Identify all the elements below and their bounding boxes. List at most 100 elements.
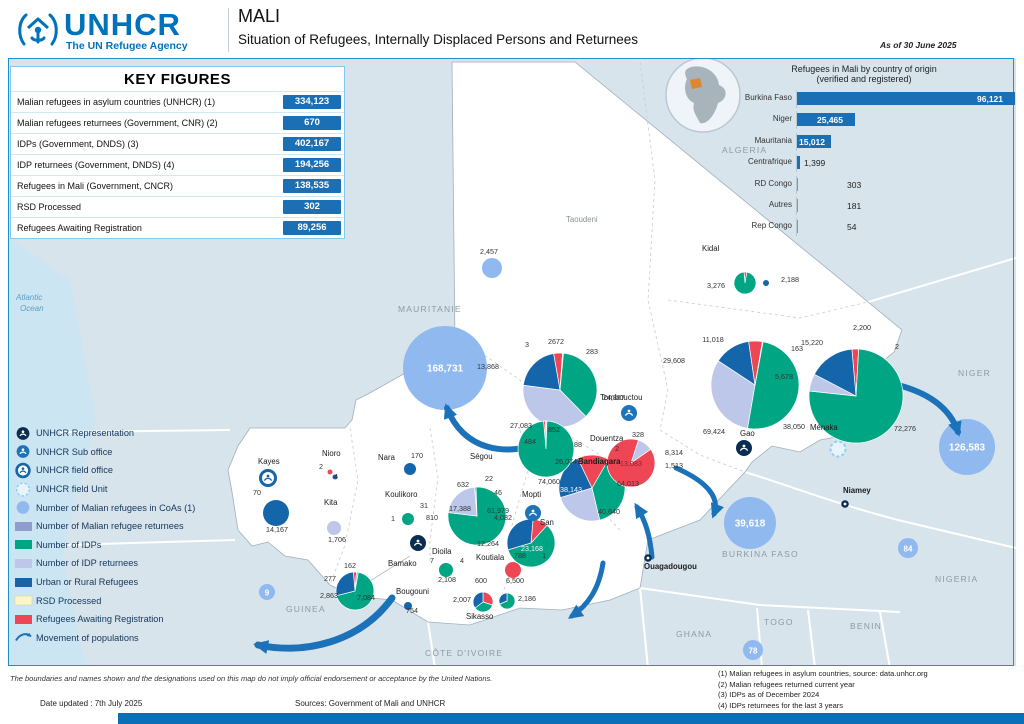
value-label: 754	[406, 606, 418, 615]
chart-row: Burkina Faso 96,121	[712, 89, 1016, 110]
origin-chart-rows: Burkina Faso 96,121 Niger 25,465 Mauritania 1…	[712, 89, 1016, 239]
key-figure-row: Refugees in Mali (Government, CNCR) 138,5…	[11, 175, 344, 196]
value-label: 38,050	[783, 422, 805, 431]
coa-refugee-count: 168,731	[427, 364, 464, 375]
chart-value-label: 1,399	[804, 158, 826, 169]
country-border	[64, 539, 236, 546]
value-label: 1,706	[328, 535, 346, 544]
pie-slice	[474, 601, 493, 613]
legend-item: Number of Malian refugee returnees	[14, 517, 195, 536]
country-label: NIGER	[958, 368, 991, 378]
chart-bar-zone: 1,399	[796, 154, 1017, 173]
value-label: 277	[324, 574, 336, 583]
key-figure-label: IDPs (Government, DNDS) (3)	[17, 139, 139, 149]
mali-highlight	[690, 78, 702, 89]
region-border	[429, 427, 439, 565]
footnote-line: (1) Malian refugees in asylum countries,…	[718, 669, 928, 678]
chart-value-label: 15,012	[799, 136, 825, 147]
legend-label: Number of IDPs	[36, 539, 102, 550]
population-dot	[404, 463, 416, 475]
legend-label: UNHCR field office	[36, 465, 113, 476]
coa-refugee-count: 39,618	[735, 519, 766, 530]
place-label: Ménaka	[810, 423, 838, 432]
legend-item: Number of IDPs	[14, 536, 195, 555]
value-label: 7	[430, 556, 434, 565]
value-label: 12,264	[477, 539, 499, 548]
region-border	[659, 429, 746, 473]
footnotes: (1) Malian refugees in asylum countries,…	[718, 669, 928, 711]
value-label: 1	[542, 551, 546, 560]
chart-value-label: 54	[847, 222, 857, 233]
place-label: Douentza	[590, 434, 624, 443]
population-pie-chart	[808, 348, 904, 444]
place-label: Kayes	[258, 457, 280, 466]
unhcr-representation-icon	[736, 440, 752, 456]
country-border	[879, 611, 891, 668]
legend-icon-cell	[14, 481, 36, 498]
population-dot	[404, 602, 412, 610]
key-figure-row: RSD Processed 302	[11, 196, 344, 217]
value-label: 600	[475, 576, 487, 585]
place-label: San	[540, 518, 554, 527]
place-label: Kita	[324, 498, 338, 507]
coa-refugee-circle	[898, 538, 918, 558]
place-label: Ouagadougou	[644, 562, 697, 571]
region-border	[667, 299, 869, 319]
unhcr-sub-office-icon	[525, 505, 541, 521]
place-label: Nara	[378, 453, 396, 462]
value-label: 2	[319, 462, 323, 471]
legend-item: UNHCR field Unit	[14, 480, 195, 499]
logo-title: UNHCR	[64, 7, 181, 42]
coa-refugee-circle	[259, 584, 275, 600]
coa-refugee-count: 84	[904, 545, 913, 554]
refugees-in-coa-swatch	[16, 501, 30, 515]
key-figure-value: 402,167	[283, 136, 341, 151]
chart-bar	[797, 156, 800, 170]
key-figure-label: Refugees Awaiting Registration	[17, 223, 142, 233]
city-dot-center	[646, 556, 650, 560]
country-border	[867, 257, 1016, 303]
key-figure-label: Malian refugees in asylum countries (UNH…	[17, 97, 216, 107]
legend-label: UNHCR Representation	[36, 428, 135, 439]
unhcr-field-unit-icon	[829, 440, 847, 458]
population-dot	[763, 280, 769, 286]
value-label: 4	[334, 472, 338, 481]
population-pie-chart	[522, 352, 598, 428]
value-label: 4,082	[494, 513, 512, 522]
value-label: 788	[514, 551, 526, 560]
value-label: 2,188	[781, 275, 799, 284]
unhcr-field-office-icon	[259, 469, 277, 487]
chart-category-label: Rep Congo	[751, 221, 792, 231]
unhcr-representation-icon	[410, 535, 426, 551]
legend-label: Number of Malian refugee returnees	[36, 521, 184, 532]
value-label: 24,867	[603, 393, 625, 402]
legend-item: UNHCR Representation	[14, 424, 195, 443]
key-figure-label: Malian refugees returnees (Government, C…	[17, 118, 218, 128]
population-dot	[263, 500, 289, 526]
value-label: 3,276	[707, 281, 725, 290]
page-subtitle: Situation of Refugees, Internally Displa…	[238, 32, 638, 47]
key-figure-label: RSD Processed	[17, 202, 82, 212]
key-figure-row: IDPs (Government, DNDS) (3) 402,167	[11, 133, 344, 154]
chart-bar	[797, 92, 1015, 105]
value-label: 2672	[548, 337, 564, 346]
chart-bar-zone: 181	[796, 196, 1017, 215]
field-office-icon	[15, 462, 31, 479]
sub-office-icon	[16, 445, 30, 459]
value-label: 2,186	[518, 594, 536, 603]
place-label: Nioro	[322, 449, 341, 458]
unhcr-emblem-icon	[18, 13, 58, 46]
idp-returnees-swatch	[15, 558, 32, 568]
value-label: 283	[586, 347, 598, 356]
place-label: Bamako	[388, 559, 417, 568]
region-border	[591, 454, 621, 531]
chart-category-label: Burkina Faso	[744, 93, 792, 102]
chart-bar-zone: 15,012	[796, 132, 1017, 151]
footnote-line: (2) Malian refugees returned current yea…	[718, 679, 855, 689]
ocean-label: Atlantic	[15, 293, 42, 302]
idps-swatch	[15, 540, 32, 550]
map-legend: UNHCR Representation UNHCR Sub office UNHC…	[14, 424, 195, 647]
legend-item: Refugees Awaiting Registration	[14, 610, 195, 629]
value-label: 162	[344, 561, 356, 570]
